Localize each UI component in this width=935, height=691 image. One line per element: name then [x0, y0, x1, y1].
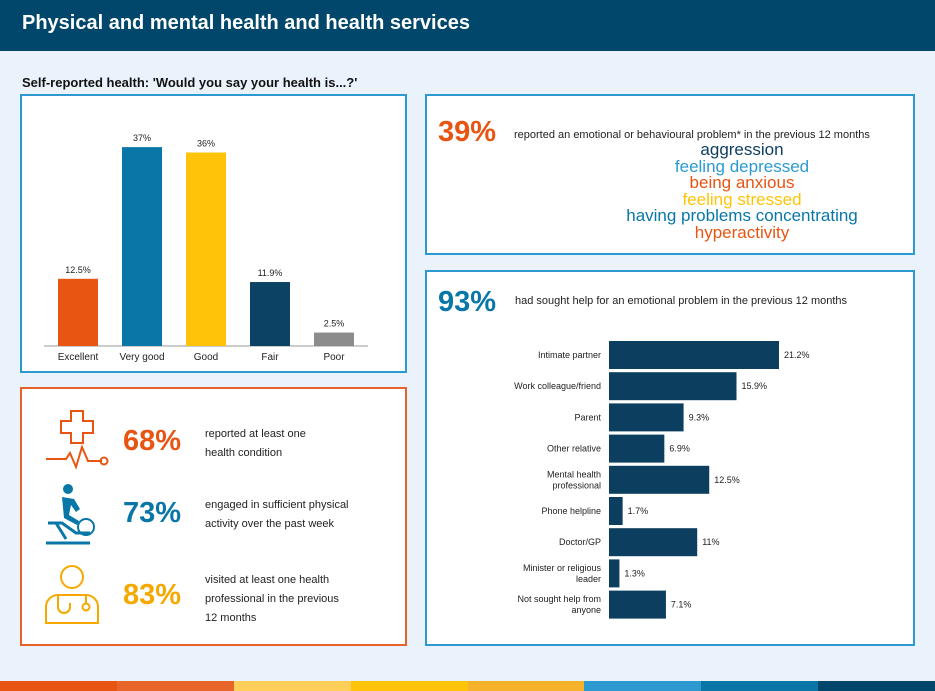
- emotional-description: reported an emotional or behavioural pro…: [514, 129, 870, 141]
- category-label-line: Intimate partner: [538, 350, 601, 360]
- bar: [314, 332, 354, 346]
- help-description: had sought help for an emotional problem…: [515, 295, 848, 307]
- data-label: 6.9%: [669, 444, 690, 454]
- category-label-line: professional: [552, 480, 601, 490]
- category-label: Poor: [323, 352, 345, 363]
- category-label-line: leader: [576, 574, 601, 584]
- category-label-line: Not sought help from: [517, 594, 601, 604]
- bar: [609, 528, 698, 557]
- medical-cross-heartbeat-icon: [46, 410, 109, 470]
- problem-word: being anxious: [689, 173, 795, 193]
- problem-word: feeling depressed: [674, 156, 810, 176]
- emotional-problem-panel: 39% reported an emotional or behavioural…: [425, 94, 915, 255]
- category-label: Not sought help from anyone: [517, 594, 601, 615]
- strip-segment: [0, 681, 117, 691]
- category-label: Other relative: [547, 444, 601, 454]
- bar: [609, 341, 779, 369]
- stat-description-line: reported at least one: [205, 428, 306, 440]
- emotional-percent: 39%: [438, 116, 497, 148]
- bar: [186, 152, 226, 346]
- stat-description-line: professional in the previous: [205, 593, 339, 605]
- category-label: Very good: [119, 352, 164, 363]
- data-label: 21.2%: [784, 350, 810, 360]
- category-label-line: anyone: [571, 605, 601, 615]
- data-label: 37%: [133, 133, 151, 143]
- bottom-color-strip: [0, 681, 935, 691]
- bar: [250, 282, 290, 346]
- data-label: 1.7%: [628, 506, 649, 516]
- strip-segment: [818, 681, 935, 691]
- strip-segment: [701, 681, 819, 691]
- stat-percent: 73%: [123, 497, 182, 529]
- data-label: 11.9%: [258, 268, 283, 278]
- data-label: 1.3%: [624, 568, 645, 578]
- help-percent: 93%: [438, 286, 497, 318]
- category-label-line: Doctor/GP: [559, 537, 601, 547]
- bar: [609, 590, 666, 619]
- category-label: Work colleague/friend: [514, 381, 601, 391]
- strip-segment: [467, 681, 585, 691]
- category-label: Doctor/GP: [559, 537, 601, 547]
- category-label: Minister or religious leader: [523, 563, 602, 584]
- problem-word-cloud: aggression feeling depressed being anxio…: [427, 140, 935, 242]
- category-label-line: Other relative: [547, 444, 601, 454]
- self-reported-health-panel: 12.5% Excellent 37% Very good 36% Good 11.9% Fa…: [20, 94, 407, 373]
- page-title: Physical and mental health and health se…: [22, 12, 470, 34]
- strip-segment: [116, 681, 234, 691]
- stat-description-line: 12 months: [205, 612, 257, 624]
- category-label: Intimate partner: [538, 350, 601, 360]
- bar: [58, 278, 98, 346]
- problem-word: hyperactivity: [694, 222, 790, 242]
- stat-description: visited at least one health professional…: [205, 571, 339, 628]
- stat-description-line: engaged in sufficient physical: [205, 499, 349, 511]
- bar: [609, 434, 665, 463]
- data-label: 2.5%: [324, 319, 345, 329]
- self-reported-health-chart: 12.5% Excellent 37% Very good 36% Good 11.9% Fa…: [44, 133, 368, 363]
- category-label: Fair: [261, 352, 279, 363]
- sought-help-panel: 93% had sought help for an emotional pro…: [425, 270, 915, 646]
- category-label: Excellent: [58, 352, 99, 363]
- data-label: 7.1%: [671, 600, 692, 610]
- category-label: Good: [194, 352, 218, 363]
- category-label: Phone helpline: [541, 506, 601, 516]
- category-label: Mental health professional: [547, 469, 601, 490]
- category-label-line: Minister or religious: [523, 563, 602, 573]
- data-label: 9.3%: [689, 412, 710, 422]
- stat-percent: 83%: [123, 579, 182, 611]
- bar: [609, 465, 710, 494]
- data-label: 36%: [197, 139, 215, 149]
- stat-description: reported at least one health condition: [205, 425, 306, 463]
- bar: [609, 497, 623, 525]
- data-label: 12.5%: [714, 475, 740, 485]
- stat-description-line: health condition: [205, 447, 283, 459]
- strip-segment: [350, 681, 468, 691]
- strip-segment: [584, 681, 702, 691]
- category-label: Parent: [574, 412, 601, 422]
- doctor-stethoscope-icon: [45, 565, 99, 624]
- problem-word: feeling stressed: [682, 189, 802, 209]
- chart-title: Self-reported health: 'Would you say you…: [22, 75, 358, 90]
- strip-segment: [233, 681, 351, 691]
- bar: [609, 403, 684, 432]
- health-stats-panel: 68% reported at least one health conditi…: [20, 387, 407, 646]
- data-label: 12.5%: [65, 265, 91, 275]
- category-label-line: Parent: [574, 412, 601, 422]
- bar: [609, 372, 737, 401]
- bar: [122, 147, 162, 346]
- data-label: 11%: [702, 537, 719, 547]
- stat-description-line: visited at least one health: [205, 574, 330, 586]
- help-sources-chart: 21.2% Intimate partner 15.9% Work colleague…: [514, 341, 810, 619]
- problem-word: having problems concentrating: [626, 206, 858, 226]
- stat-percent: 68%: [123, 425, 182, 457]
- page-header: Physical and mental health and health se…: [0, 0, 935, 51]
- exercise-bike-icon: [46, 484, 95, 545]
- category-label-line: Phone helpline: [541, 506, 601, 516]
- stat-description: engaged in sufficient physical activity …: [205, 496, 349, 534]
- data-label: 15.9%: [742, 381, 768, 391]
- bar: [609, 559, 620, 588]
- problem-word: aggression: [700, 140, 784, 159]
- category-label-line: Work colleague/friend: [514, 381, 601, 391]
- stat-description-line: activity over the past week: [205, 518, 335, 530]
- category-label-line: Mental health: [547, 469, 601, 479]
